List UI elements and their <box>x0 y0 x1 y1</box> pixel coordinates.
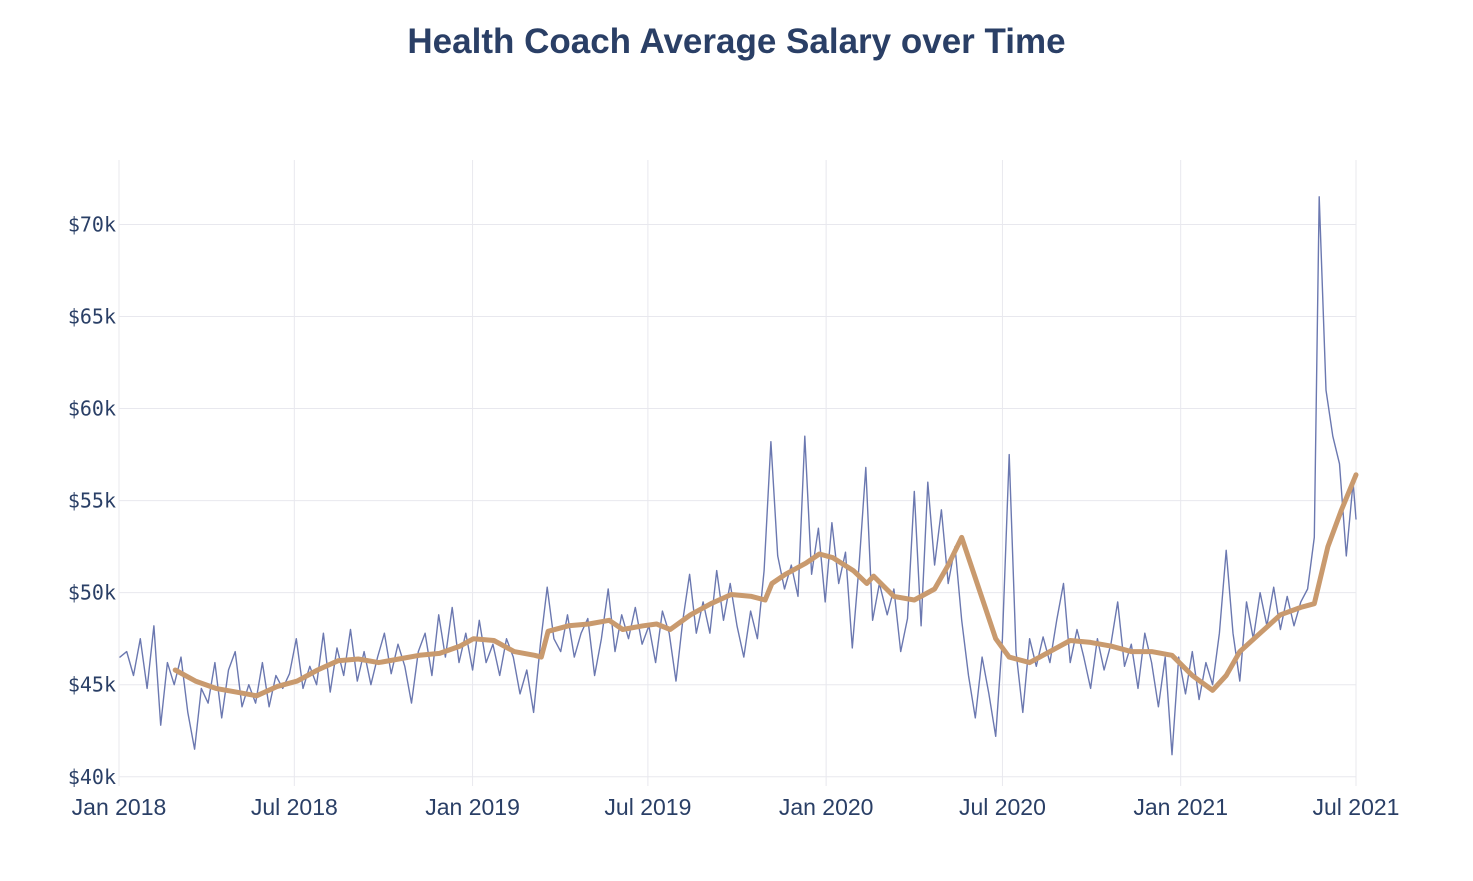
x-tick-label: Jul 2018 <box>251 794 338 820</box>
y-tick-label: $55k <box>68 489 116 513</box>
x-tick-label: Jan 2018 <box>72 794 167 820</box>
gridlines <box>118 160 1357 786</box>
x-axis: Jan 2018 Jul 2018 Jan 2019 Jul 2019 Jan 2020… <box>72 794 1400 820</box>
y-tick-label: $70k <box>68 212 116 236</box>
y-tick-label: $60k <box>68 397 116 421</box>
series-lines <box>119 196 1359 756</box>
y-tick-label: $50k <box>68 581 116 605</box>
y-tick-label: $65k <box>68 305 116 329</box>
y-tick-label: $40k <box>68 765 116 789</box>
y-axis: $40k $45k $50k $55k $60k $65k $70k <box>68 212 116 788</box>
x-tick-label: Jul 2021 <box>1313 794 1400 820</box>
x-tick-label: Jan 2021 <box>1133 794 1228 820</box>
x-tick-label: Jan 2020 <box>779 794 874 820</box>
series-line-moving-average <box>172 472 1359 699</box>
x-tick-label: Jul 2020 <box>959 794 1046 820</box>
series-line-daily <box>119 196 1357 756</box>
x-tick-label: Jan 2019 <box>425 794 520 820</box>
y-tick-label: $45k <box>68 673 116 697</box>
chart-title: Health Coach Average Salary over Time <box>407 22 1066 61</box>
x-tick-label: Jul 2019 <box>604 794 691 820</box>
